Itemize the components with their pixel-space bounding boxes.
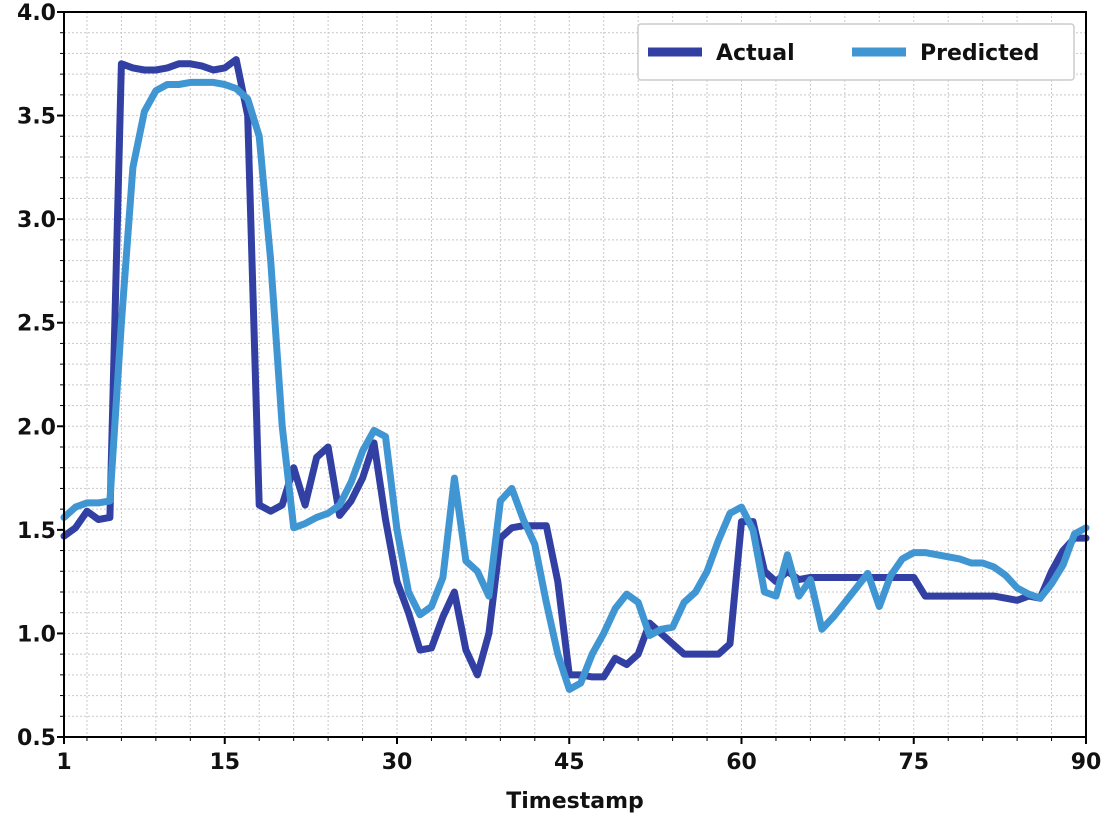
x-tick-label: 30 [382, 750, 413, 775]
x-tick-label: 45 [554, 750, 585, 775]
y-tick-label: 4.0 [17, 1, 56, 26]
x-tick-label: 15 [209, 750, 240, 775]
grid [64, 12, 1086, 737]
series-line-predicted [60, 78, 1090, 693]
x-axis: 1 15 30 45 60 75 90 [56, 737, 1101, 775]
x-tick-label: 60 [726, 750, 757, 775]
legend-label-predicted: Predicted [920, 41, 1039, 66]
y-tick-label: 1.5 [17, 519, 56, 544]
x-tick-label: 75 [898, 750, 929, 775]
y-tick-label: 3.5 [17, 105, 56, 130]
x-tick-label: 90 [1071, 750, 1102, 775]
series-lines [60, 56, 1090, 693]
legend-label-actual: Actual [716, 41, 795, 66]
y-axis: 0.5 1.0 1.5 2.0 2.5 3.0 3.5 4.0 [17, 1, 64, 751]
y-tick-label: 2.5 [17, 312, 56, 337]
y-tick-label: 0.5 [17, 726, 56, 751]
x-tick-label: 1 [56, 750, 71, 775]
series-line-actual [60, 56, 1090, 681]
legend: Actual Predicted [637, 23, 1075, 81]
plot-frame [63, 11, 1087, 738]
x-axis-title: Timestamp [506, 789, 644, 814]
y-tick-label: 1.0 [17, 622, 56, 647]
y-tick-label: 2.0 [17, 415, 56, 440]
y-tick-label: 3.0 [17, 208, 56, 233]
